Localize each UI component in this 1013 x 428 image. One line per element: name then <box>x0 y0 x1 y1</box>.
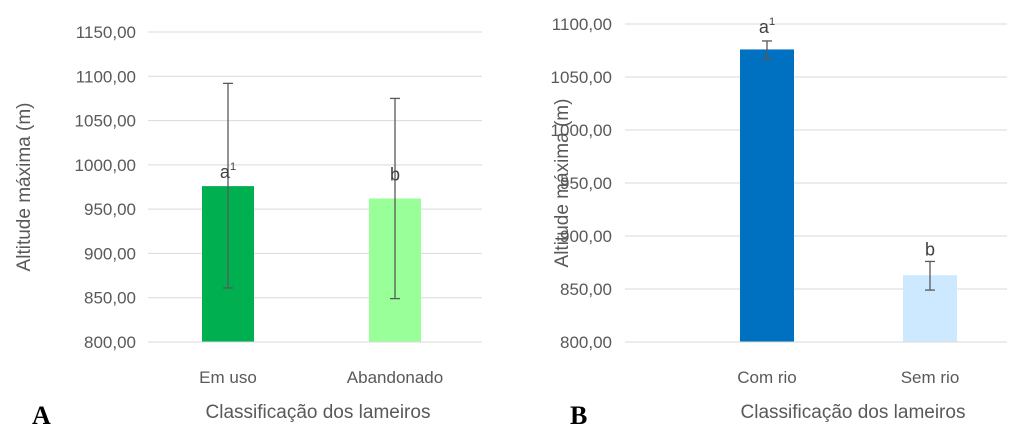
error-bar <box>762 40 772 60</box>
significance-superscript: 1 <box>769 16 775 28</box>
y-tick-label: 1000,00 <box>75 156 136 175</box>
significance-letter: b <box>390 165 400 185</box>
y-tick-label: 800,00 <box>84 333 136 352</box>
x-axis-title: Classificação dos lameiros <box>741 402 966 423</box>
y-tick-label: 1100,00 <box>552 15 612 34</box>
bar-com-rio <box>740 49 794 342</box>
panel-label: A <box>32 401 51 428</box>
y-tick-label: 800,00 <box>560 333 612 352</box>
y-tick-label: 950,00 <box>84 200 136 219</box>
y-tick-label: 900,00 <box>84 244 136 263</box>
chart-panel-a: 800,00850,00900,00950,001000,001050,0011… <box>14 23 482 428</box>
y-axis-title: Altitude máxima (m) <box>552 99 573 268</box>
y-tick-label: 1050,00 <box>75 112 136 131</box>
significance-letter: b <box>925 239 935 259</box>
x-tick-label: Em uso <box>199 368 257 387</box>
significance-superscript: 1 <box>230 161 236 173</box>
y-tick-label: 950,00 <box>560 174 612 193</box>
x-axis-title: Classificação dos lameiros <box>206 402 431 423</box>
x-tick-label: Sem rio <box>901 368 960 387</box>
y-tick-label: 850,00 <box>560 280 612 299</box>
panel-label: B <box>570 401 587 428</box>
error-bar <box>223 82 233 289</box>
y-tick-label: 850,00 <box>84 289 136 308</box>
x-tick-label: Abandonado <box>347 368 443 387</box>
significance-letter: a1 <box>220 161 236 182</box>
y-tick-label: 1050,00 <box>551 68 612 87</box>
chart-panel-b: 800,00850,00900,00950,001000,001050,0011… <box>551 15 1007 428</box>
error-bar <box>925 260 935 291</box>
y-tick-label: 900,00 <box>560 227 612 246</box>
x-tick-label: Com rio <box>737 368 797 387</box>
y-tick-label: 1150,00 <box>76 23 136 42</box>
y-axis-title: Altitude máxima (m) <box>14 103 35 272</box>
y-tick-label: 1100,00 <box>76 67 136 86</box>
y-tick-label: 1000,00 <box>551 121 612 140</box>
significance-letter: a1 <box>759 16 775 37</box>
error-bar <box>390 97 400 300</box>
